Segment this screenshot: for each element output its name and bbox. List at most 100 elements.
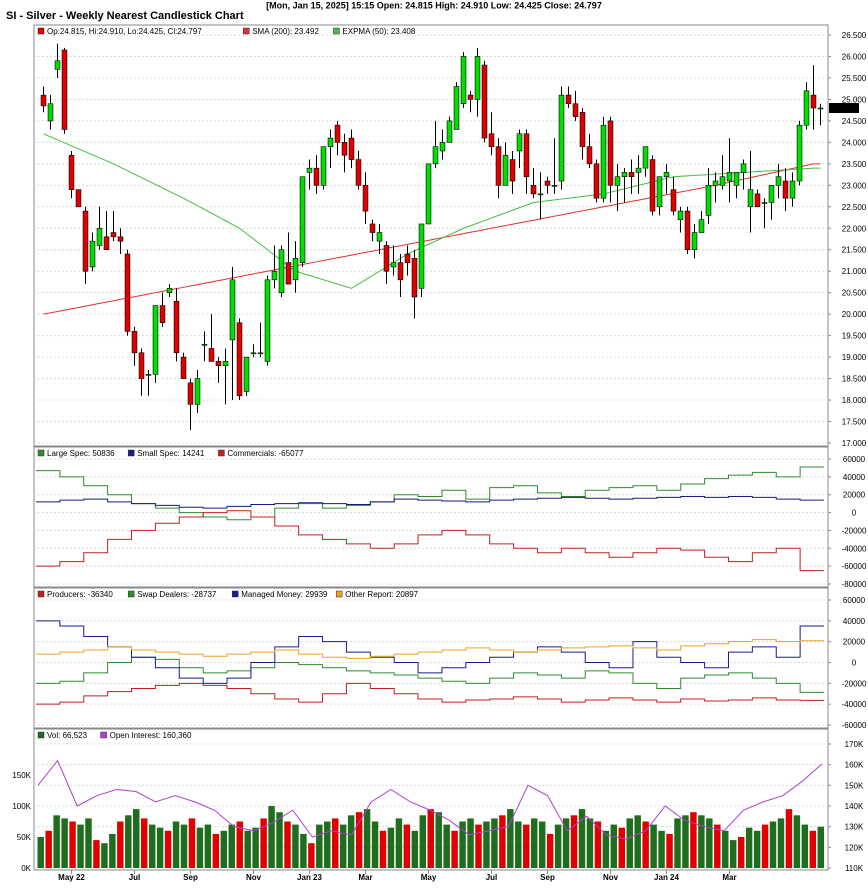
volume-bar [586,818,594,868]
volume-bar [260,818,267,868]
volume-bar [284,821,291,868]
candle-body-down [649,159,656,212]
candle-body-down [131,331,138,354]
price-axis-tick-label: 21.000 [842,267,867,276]
oi-axis-tick-label: 160K [845,761,864,770]
candle [159,292,166,328]
candle [558,86,565,190]
volume-bar [125,815,132,868]
volume-bar [737,837,745,868]
price-axis-tick-label: 19.500 [842,332,867,341]
volume-bar [467,818,474,868]
legend-swatch-vol [37,731,45,739]
candle-body-down [348,137,355,160]
volume-bar [435,812,442,868]
candle [47,95,54,130]
candle [82,206,89,285]
candle [719,155,726,190]
volume-bar [530,818,538,868]
legend-label-expma: EXPMA (50): 23.408 [342,27,415,36]
candle [572,90,579,121]
price-panel: 17.000 17.500 18.000 18.500 19.000 19.500 20.0… [33,24,867,448]
candle-body-down [565,94,572,105]
volume-bar [674,818,681,868]
candle [775,163,782,199]
candle-body-up [817,107,824,110]
candle [285,232,292,285]
candle-body-up [47,103,54,122]
volume-bar [77,824,84,868]
series-line-producers [36,682,824,705]
candle-body-up [432,146,439,165]
volume-bar [722,830,729,868]
candle [691,223,698,259]
candle-body-down [523,133,530,178]
candle-body-up [698,219,705,233]
candle [467,90,474,113]
legend-label-producers: Producers: -36340 [47,590,113,599]
candle-body-up [558,94,565,182]
candle-body-down [236,322,243,397]
candle-body-down [68,154,75,190]
legend-swatch-sma [242,27,250,35]
x-tick-label: Jan 24 [654,873,679,882]
vol-axis-tick-label: 0K [21,864,31,873]
candle [75,189,82,208]
candle-body-down [103,236,110,251]
series-line-small_spec [36,496,824,509]
candle-body-up [376,232,383,242]
volume-bar [156,827,164,868]
volume-bar [379,830,387,868]
candle-body-down [495,146,502,186]
candle [166,284,173,297]
volume-bar [451,830,458,868]
candle-body-down [404,253,411,263]
candle-body-up [747,189,754,208]
candle-body-down [362,185,369,212]
candle [810,65,817,130]
candle [453,82,460,130]
price-axis-tick-label: 22.000 [842,224,867,233]
candle-body-down [397,262,404,281]
candle-body-up [257,352,264,355]
x-tick-label: Jan 23 [297,873,322,882]
price-axis-tick-label: 22.500 [842,203,867,212]
x-tick-label: Jul [129,873,141,882]
vol-axis-tick-label: 100K [12,802,31,811]
volume-bar [491,818,498,868]
candle [376,223,383,255]
volume-bar [204,824,212,868]
volume-bar [729,840,737,868]
candle-body-down [782,180,789,199]
candle-body-up [264,279,271,362]
candle [362,172,369,224]
candle [607,116,614,203]
candle [138,348,145,396]
candle-body-up [453,86,460,130]
candle [761,198,768,229]
candle [40,86,47,113]
candle [621,168,628,203]
x-tick-label: Mar [358,873,372,882]
volume-bar [538,821,546,868]
candle [530,168,537,199]
candle-body-down [341,142,348,156]
candle [460,52,467,109]
volume-bar [618,827,626,868]
volume-bar [164,830,172,868]
candle [649,155,656,216]
candle-body-up [803,90,810,126]
candle-body-down [593,163,600,199]
candle [103,211,110,251]
panel-cot2-axis-tick-label: 0 [852,659,857,668]
candle [544,176,551,194]
candle [96,206,103,250]
price-axis-tick-label: 20.500 [842,289,867,298]
candle-body-up [656,176,663,208]
candle [516,129,523,169]
volume-bar [523,824,530,868]
volume-bar [817,826,824,868]
legend-swatch-swap_dealers [127,590,135,598]
legend-label-large_spec: Large Spec: 50836 [47,449,115,458]
